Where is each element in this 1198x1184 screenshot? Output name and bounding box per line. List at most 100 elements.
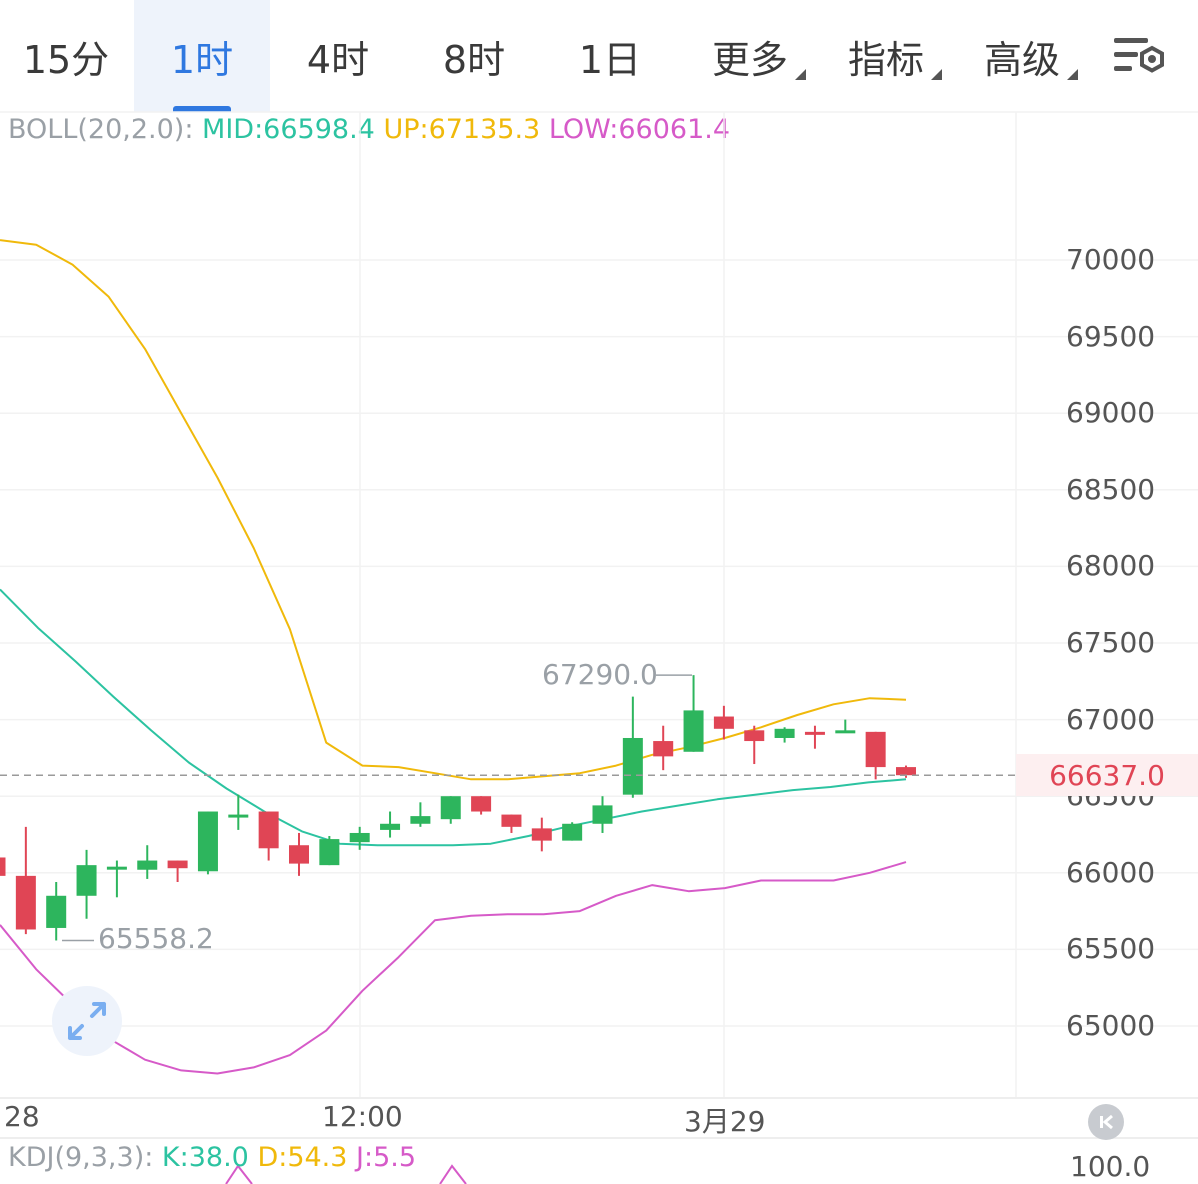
active-tab-indicator (173, 106, 231, 112)
y-axis-label: 69500 (1066, 319, 1156, 353)
tab-indicators[interactable]: 指标 (826, 0, 946, 112)
candle-down (896, 765, 916, 778)
candle-body (106, 866, 127, 870)
tab-1d[interactable]: 1日 (542, 0, 678, 112)
tab-15m[interactable]: 15分 (0, 0, 132, 112)
tab-label: 8时 (442, 37, 506, 82)
y-axis-label: 68000 (1066, 549, 1156, 583)
kdj-axis-top: 100.0 (1070, 1150, 1151, 1183)
candle-body (501, 814, 522, 827)
candle-body (622, 737, 643, 795)
y-axis-label: 67500 (1066, 626, 1156, 659)
candle-up (562, 822, 583, 841)
y-axis-label: 69000 (1066, 396, 1156, 430)
candle-up (592, 796, 613, 833)
tab-label: 1时 (170, 37, 234, 82)
candle-up (46, 881, 67, 941)
tab-label: 更多 (711, 37, 788, 82)
y-axis-label: 70000 (1066, 243, 1156, 276)
candle-up (683, 675, 704, 752)
candle-down (258, 811, 279, 861)
candle-body (76, 865, 97, 896)
candle-up (349, 826, 370, 850)
candle-body (289, 845, 309, 864)
scroll-to-latest-icon (1100, 1114, 1113, 1130)
candle-up (835, 719, 856, 734)
candle-body (440, 796, 461, 820)
candle-body (380, 823, 401, 830)
low-price-annotation: 65558.2 (98, 922, 214, 955)
high-price-annotation: 67290.0 (542, 658, 658, 691)
candle-body (0, 857, 6, 876)
kdj-d-value: D:54.3 (257, 1142, 348, 1173)
boll-up-value: UP:67135.3 (383, 114, 541, 145)
boll-upper-line (0, 239, 907, 781)
candle-body (713, 716, 734, 729)
candle-up (774, 727, 795, 743)
candle-down (501, 814, 522, 833)
candle-body (531, 828, 552, 841)
boll-mid-line (0, 588, 907, 847)
candle-up (380, 811, 401, 838)
candle-body (835, 730, 856, 734)
y-axis-label: 65500 (1066, 932, 1156, 966)
tab-label: 高级 (983, 37, 1060, 82)
x-axis-label: 28 (4, 1100, 40, 1133)
y-axis-label: 67000 (1066, 702, 1156, 736)
dropdown-corner-icon (1067, 69, 1078, 80)
candle-body (774, 728, 795, 738)
candle-down (804, 725, 825, 749)
kdj-k-value: K:38.0 (161, 1142, 249, 1173)
tab-1h[interactable]: 1时 (134, 0, 270, 112)
candle-body (471, 796, 492, 812)
x-axis-label: 3月29 (684, 1105, 766, 1138)
candle-body (562, 823, 583, 841)
chart-settings-icon[interactable] (1112, 34, 1172, 80)
kdj-name: KDJ(9,3,3): (8, 1142, 154, 1173)
kdj-legend: KDJ(9,3,3): K:38.0 D:54.3 J:5.5 (8, 1142, 416, 1173)
candle-up (440, 796, 461, 824)
candle-body (744, 730, 765, 742)
candle-body (258, 811, 279, 849)
tab-advanced[interactable]: 高级 (962, 0, 1082, 112)
candle-up (410, 802, 431, 827)
boll-name: BOLL(20,2.0): (8, 114, 194, 145)
candle-down (0, 857, 6, 876)
scroll-to-latest-button[interactable] (1088, 1104, 1124, 1140)
candle-body (167, 860, 188, 869)
timeframe-tabbar: 15分 1时 4时 8时 1日 更多 指标 高级 (0, 0, 1198, 112)
candle-body (683, 710, 704, 752)
candle-body (653, 741, 674, 757)
kdj-j-value: J:5.5 (356, 1142, 417, 1173)
kdj-j-line (439, 1164, 467, 1184)
boll-mid-value: MID:66598.4 (202, 114, 375, 145)
tab-label: 指标 (847, 37, 924, 82)
expand-chart-button[interactable] (52, 986, 122, 1056)
candle-body (804, 731, 825, 735)
y-axis-label: 65000 (1066, 1009, 1156, 1042)
candle-body (319, 839, 340, 866)
candle-down (471, 796, 492, 815)
candle-body (865, 731, 886, 768)
boll-legend: BOLL(20,2.0): MID:66598.4 UP:67135.3 LOW… (8, 114, 730, 145)
dropdown-corner-icon (795, 69, 806, 80)
candle-down (531, 817, 552, 852)
tab-4h[interactable]: 4时 (270, 0, 406, 112)
candle-down (167, 860, 188, 882)
candle-up (197, 811, 218, 875)
boll-lower-line (0, 861, 907, 1075)
y-axis-label: 66000 (1066, 855, 1156, 889)
candle-down (653, 725, 674, 771)
candle-body (592, 805, 613, 824)
tab-8h[interactable]: 8时 (406, 0, 542, 112)
candle-body (197, 811, 218, 872)
dropdown-corner-icon (931, 69, 942, 80)
candle-up (228, 794, 249, 830)
tab-more[interactable]: 更多 (690, 0, 810, 112)
expand-arrows-icon (68, 1002, 106, 1040)
candle-down (713, 705, 734, 740)
candle-up (622, 696, 643, 798)
y-axis-label: 68500 (1066, 472, 1156, 506)
candle-body (228, 814, 249, 818)
